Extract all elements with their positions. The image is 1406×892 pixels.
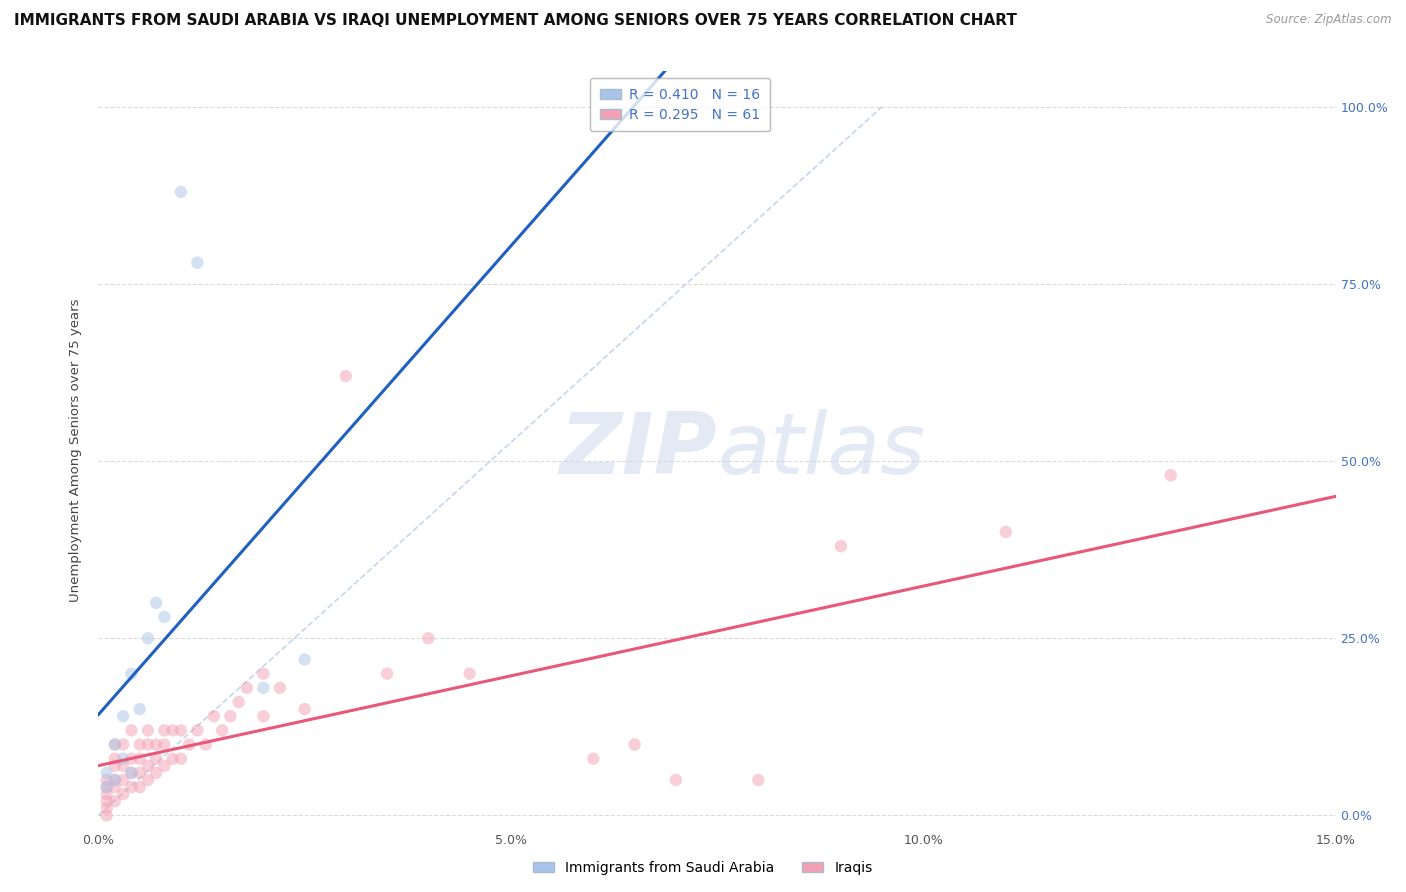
Point — [112, 709, 135, 723]
Point — [153, 738, 176, 752]
Point — [96, 794, 118, 808]
Point — [1160, 468, 1182, 483]
Point — [120, 666, 142, 681]
Text: Source: ZipAtlas.com: Source: ZipAtlas.com — [1267, 13, 1392, 27]
Point — [120, 780, 142, 794]
Point — [96, 772, 118, 787]
Point — [211, 723, 233, 738]
Point — [747, 772, 769, 787]
Point — [112, 787, 135, 801]
Point — [418, 632, 440, 646]
Point — [112, 738, 135, 752]
Point — [194, 738, 217, 752]
Point — [96, 765, 118, 780]
Point — [96, 780, 118, 794]
Point — [186, 723, 208, 738]
Point — [120, 765, 142, 780]
Point — [582, 752, 605, 766]
Point — [96, 801, 118, 815]
Point — [145, 596, 167, 610]
Point — [145, 765, 167, 780]
Point — [104, 794, 127, 808]
Point — [104, 738, 127, 752]
Point — [145, 752, 167, 766]
Point — [623, 738, 645, 752]
Point — [128, 738, 150, 752]
Point — [186, 255, 208, 269]
Point — [162, 723, 184, 738]
Point — [153, 759, 176, 773]
Point — [665, 772, 688, 787]
Point — [104, 738, 127, 752]
Point — [136, 723, 159, 738]
Point — [994, 524, 1017, 539]
Point — [104, 772, 127, 787]
Point — [236, 681, 259, 695]
Point — [120, 752, 142, 766]
Point — [104, 759, 127, 773]
Point — [136, 759, 159, 773]
Point — [294, 702, 316, 716]
Point — [128, 780, 150, 794]
Point — [294, 652, 316, 666]
Point — [120, 723, 142, 738]
Point — [104, 780, 127, 794]
Point — [252, 709, 274, 723]
Point — [96, 780, 118, 794]
Point — [96, 787, 118, 801]
Point — [112, 772, 135, 787]
Point — [104, 752, 127, 766]
Point — [128, 752, 150, 766]
Point — [153, 723, 176, 738]
Point — [335, 369, 357, 384]
Point — [228, 695, 250, 709]
Point — [162, 752, 184, 766]
Point — [458, 666, 481, 681]
Point — [170, 752, 193, 766]
Point — [153, 610, 176, 624]
Point — [136, 772, 159, 787]
Point — [202, 709, 225, 723]
Point — [128, 702, 150, 716]
Point — [112, 759, 135, 773]
Text: IMMIGRANTS FROM SAUDI ARABIA VS IRAQI UNEMPLOYMENT AMONG SENIORS OVER 75 YEARS C: IMMIGRANTS FROM SAUDI ARABIA VS IRAQI UN… — [14, 13, 1017, 29]
Point — [179, 738, 201, 752]
Point — [104, 772, 127, 787]
Point — [252, 666, 274, 681]
Point — [252, 681, 274, 695]
Text: ZIP: ZIP — [560, 409, 717, 492]
Point — [112, 752, 135, 766]
Y-axis label: Unemployment Among Seniors over 75 years: Unemployment Among Seniors over 75 years — [69, 299, 83, 602]
Point — [269, 681, 291, 695]
Point — [170, 723, 193, 738]
Legend: R = 0.410   N = 16, R = 0.295   N = 61: R = 0.410 N = 16, R = 0.295 N = 61 — [591, 78, 770, 131]
Point — [145, 738, 167, 752]
Point — [219, 709, 242, 723]
Point — [136, 738, 159, 752]
Point — [830, 539, 852, 553]
Point — [96, 808, 118, 822]
Point — [136, 632, 159, 646]
Legend: Immigrants from Saudi Arabia, Iraqis: Immigrants from Saudi Arabia, Iraqis — [527, 855, 879, 880]
Point — [120, 765, 142, 780]
Text: atlas: atlas — [717, 409, 925, 492]
Point — [375, 666, 398, 681]
Point — [128, 765, 150, 780]
Point — [170, 185, 193, 199]
